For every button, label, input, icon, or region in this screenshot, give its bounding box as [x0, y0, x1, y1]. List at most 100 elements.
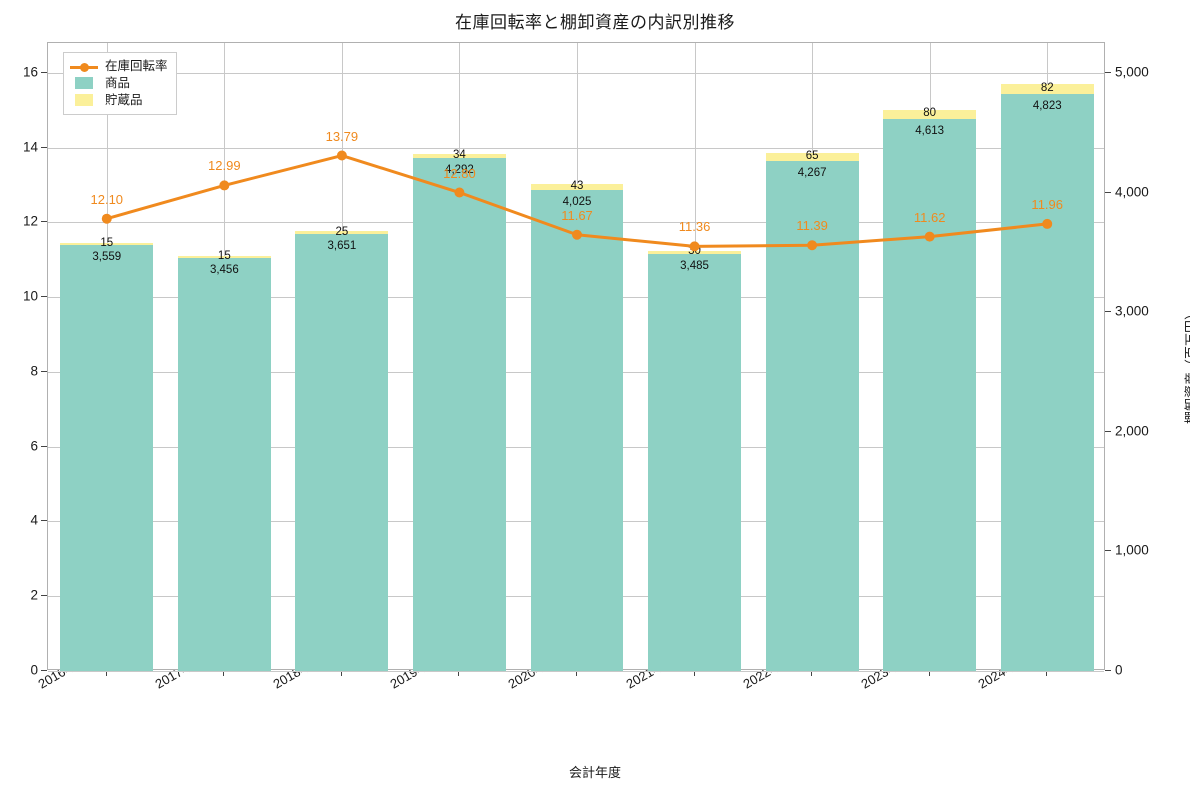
- bar-value-label-chozou: 80: [923, 107, 937, 120]
- bar-segment-chozou[interactable]: [648, 250, 741, 255]
- bar-segment-shohin[interactable]: [530, 189, 624, 671]
- bar-segment-chozou[interactable]: [883, 109, 977, 120]
- line-value-label: 11.62: [913, 209, 946, 225]
- y-axis-right-tick-label: 3,000: [1115, 303, 1149, 319]
- x-axis-tick: [576, 670, 577, 676]
- bar-segment-shohin[interactable]: [648, 254, 741, 671]
- grid-line-horizontal: [48, 147, 1104, 149]
- legend-swatch-icon: [70, 77, 98, 90]
- bar-segment-shohin[interactable]: [1000, 94, 1094, 671]
- bar-value-label-chozou: 34: [453, 148, 466, 161]
- bar-value-label-shohin: 4,025: [562, 195, 592, 208]
- bar-value-label-shohin: 3,651: [327, 240, 357, 253]
- bar-segment-chozou[interactable]: [177, 255, 271, 258]
- bar-segment-shohin[interactable]: [883, 119, 977, 671]
- y-axis-left-tick-label: 8: [30, 363, 38, 379]
- x-axis-tick: [811, 670, 813, 676]
- line-marker[interactable]: [689, 241, 700, 252]
- line-marker[interactable]: [807, 240, 818, 251]
- legend-item-label: 在庫回転率: [105, 59, 168, 73]
- bar-segment-shohin[interactable]: [295, 234, 389, 671]
- y-axis-right-tick-label: 4,000: [1115, 184, 1149, 200]
- y-axis-left-tick: [41, 221, 47, 223]
- y-axis-left-tick-label: 2: [30, 587, 38, 603]
- y-axis-left-tick: [41, 445, 47, 447]
- bar-segment-chozou[interactable]: [295, 231, 389, 235]
- bar-value-label-shohin: 4,823: [1032, 100, 1062, 113]
- line-value-label: 12.99: [208, 158, 241, 174]
- x-axis-label: 会計年度: [568, 765, 621, 780]
- line-value-label: 12.10: [90, 191, 124, 207]
- y-axis-right-tick: [1105, 191, 1111, 193]
- y-axis-left-tick: [41, 595, 47, 597]
- bar-value-label-shohin: 3,559: [92, 251, 122, 264]
- line-marker[interactable]: [454, 187, 465, 198]
- bar-segment-shohin[interactable]: [413, 157, 506, 671]
- bar-value-label-chozou: 25: [335, 225, 349, 238]
- y-axis-left-tick-label: 6: [30, 438, 38, 454]
- bar-value-label-chozou: 43: [570, 179, 584, 192]
- line-value-label: 12.80: [443, 165, 476, 181]
- x-axis-tick: [693, 670, 695, 676]
- chart-legend: 在庫回転率商品貯蔵品: [63, 52, 177, 115]
- bar-segment-shohin[interactable]: [177, 257, 271, 671]
- legend-item[interactable]: 在庫回転率: [70, 58, 168, 75]
- y-axis-right-tick: [1105, 71, 1111, 73]
- bar-value-label-chozou: 82: [1040, 82, 1054, 95]
- y-axis-left-tick-label: 0: [30, 662, 38, 678]
- bar-value-label-shohin: 4,613: [915, 125, 945, 138]
- y-axis-right-tick-label: 1,000: [1115, 542, 1149, 558]
- grid-line-horizontal: [48, 72, 1104, 74]
- bar-value-label-shohin: 3,485: [680, 260, 709, 273]
- bar-segment-chozou[interactable]: [60, 243, 154, 246]
- line-value-label: 11.36: [678, 219, 711, 235]
- y-axis-left-tick-label: 10: [22, 288, 38, 304]
- chart-title: 在庫回転率と棚卸資産の内訳別推移: [455, 13, 735, 32]
- bar-segment-chozou[interactable]: [1000, 84, 1094, 95]
- y-axis-right-tick-label: 5,000: [1115, 64, 1149, 80]
- y-axis-right-tick: [1105, 430, 1111, 432]
- legend-swatch-icon: [70, 94, 98, 107]
- line-marker[interactable]: [336, 150, 347, 161]
- line-marker[interactable]: [924, 231, 935, 242]
- grid-line-horizontal: [48, 671, 1104, 672]
- bar-segment-chozou[interactable]: [413, 153, 506, 158]
- x-axis-tick: [1046, 670, 1048, 676]
- bar-value-label-chozou: 15: [217, 249, 231, 262]
- x-axis-tick: [928, 670, 930, 676]
- y-axis-left-tick: [41, 71, 47, 73]
- line-marker[interactable]: [101, 213, 112, 224]
- plot-area: 3,559 15 3,456 15 3,651 25 4,292 34 4,025 43 3,485…: [47, 42, 1105, 672]
- y-axis-right-tick-label: 0: [1115, 662, 1123, 678]
- bar-value-label-shohin: 3,456: [209, 263, 239, 276]
- line-marker[interactable]: [219, 180, 230, 191]
- y-axis-right-tick: [1105, 670, 1111, 671]
- bar-segment-chozou[interactable]: [530, 184, 624, 190]
- line-series: [101, 150, 1053, 252]
- y-axis-left-tick: [41, 370, 47, 372]
- legend-item[interactable]: 貯蔵品: [70, 92, 168, 109]
- bar-value-label-chozou: 15: [100, 237, 114, 250]
- y-axis-left-tick-label: 12: [22, 213, 38, 229]
- legend-item[interactable]: 商品: [70, 75, 168, 92]
- bar-segment-chozou[interactable]: [765, 152, 859, 161]
- line-value-label: 11.67: [561, 207, 593, 223]
- line-value-label: 13.79: [325, 128, 359, 144]
- bar-segment-shohin[interactable]: [60, 245, 154, 671]
- y-axis-left-tick: [41, 146, 47, 148]
- legend-line-marker-icon: [70, 60, 98, 73]
- x-axis-tick: [458, 670, 460, 676]
- line-value-label: 11.96: [1031, 196, 1064, 212]
- line-marker[interactable]: [1042, 218, 1053, 229]
- bar-value-label-shohin: 4,292: [445, 163, 474, 176]
- legend-item-label: 商品: [105, 76, 131, 90]
- y-axis-left-tick-label: 4: [30, 512, 38, 528]
- y-axis-left-tick: [41, 670, 47, 671]
- y-axis-left-tick-label: 16: [22, 64, 38, 80]
- y-axis-right-tick-label: 2,000: [1115, 423, 1149, 439]
- y-axis-right-tick: [1105, 311, 1111, 313]
- y-axis-right-label: 棚卸資産（百万円）: [1183, 307, 1190, 425]
- line-marker[interactable]: [572, 229, 582, 240]
- x-axis-tick: [340, 670, 342, 676]
